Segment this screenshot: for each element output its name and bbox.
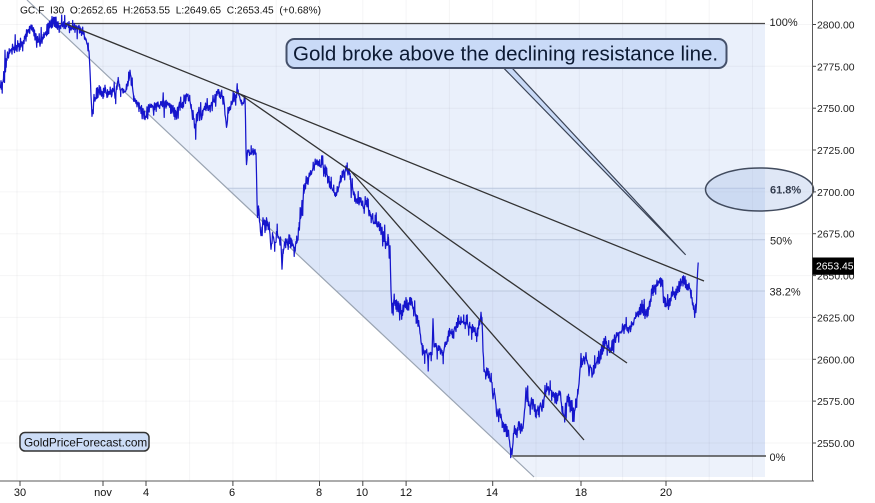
svg-text:2650.00: 2650.00 [817,272,855,283]
svg-text:2700.00: 2700.00 [817,188,855,199]
svg-text:18: 18 [575,487,587,499]
svg-text:nov: nov [94,487,112,499]
svg-text:Gold broke above the declining: Gold broke above the declining resistanc… [293,43,718,66]
svg-text:10: 10 [356,487,368,499]
svg-text:2675.00: 2675.00 [817,230,855,241]
svg-text:2653.45: 2653.45 [816,262,854,273]
svg-text:GC.F I30 O:2652.65 H:2653.5: GC.F I30 O:2652.65 H:2653.55 L:2649.65 C… [20,6,321,17]
svg-text:2750.00: 2750.00 [817,104,855,115]
svg-text:100%: 100% [770,17,798,29]
svg-text:6: 6 [229,487,235,499]
svg-text:2575.00: 2575.00 [817,397,855,408]
svg-text:GoldPriceForecast.com: GoldPriceForecast.com [24,436,147,450]
svg-text:2600.00: 2600.00 [817,355,855,366]
svg-text:2775.00: 2775.00 [817,62,855,73]
svg-text:0%: 0% [770,452,786,464]
svg-text:38.2%: 38.2% [770,286,801,298]
svg-text:12: 12 [400,487,412,499]
svg-text:20: 20 [660,487,672,499]
svg-text:14: 14 [486,487,498,499]
svg-text:61.8%: 61.8% [770,184,801,196]
svg-text:2550.00: 2550.00 [817,439,855,450]
svg-text:30: 30 [14,487,26,499]
svg-text:2625.00: 2625.00 [817,313,855,324]
svg-text:8: 8 [316,487,322,499]
svg-text:50%: 50% [770,235,792,247]
svg-text:2800.00: 2800.00 [817,21,855,32]
svg-text:4: 4 [143,487,149,499]
svg-text:2725.00: 2725.00 [817,146,855,157]
